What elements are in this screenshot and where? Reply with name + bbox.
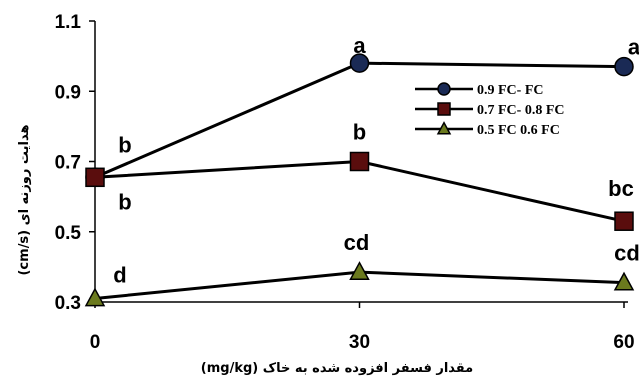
axes: 0.3 0.5 0.7 0.9 1.1 0 30 60 <box>55 12 635 353</box>
data-label: b <box>118 132 131 157</box>
x-tick-label: 60 <box>613 332 634 353</box>
legend-item: 0.7 FC- 0.8 FC <box>415 102 565 118</box>
data-label: a <box>628 35 639 60</box>
x-axis-title: مقدار فسفر افزوده شده به خاک (mg/kg) <box>201 361 473 376</box>
x-tick-label: 0 <box>90 332 101 353</box>
data-label: bc <box>608 176 634 201</box>
y-tick-label: 0.3 <box>55 293 81 314</box>
square-marker <box>349 151 370 172</box>
legend-item: 0.9 FC- FC <box>415 82 544 98</box>
triangle-marker <box>349 261 370 280</box>
legend: 0.9 FC- FC 0.7 FC- 0.8 FC 0.5 FC 0.6 FC <box>415 82 565 138</box>
square-marker <box>85 167 105 188</box>
x-tick-label: 30 <box>349 332 370 353</box>
legend-label: 0.7 FC- 0.8 FC <box>477 103 565 118</box>
circle-marker <box>614 56 634 77</box>
legend-label: 0.9 FC- FC <box>477 83 544 98</box>
y-tick-label: 0.9 <box>55 82 81 103</box>
square-marker <box>614 211 634 231</box>
series <box>84 261 635 307</box>
data-label: b <box>118 189 131 214</box>
triangle-marker <box>436 121 452 135</box>
data-label: b <box>353 120 366 145</box>
circle-marker <box>437 82 451 96</box>
data-label: d <box>113 262 126 287</box>
legend-item: 0.5 FC 0.6 FC <box>415 121 560 138</box>
data-label: cd <box>614 241 639 266</box>
square-marker <box>437 102 451 116</box>
series <box>85 151 634 231</box>
legend-label: 0.5 FC 0.6 FC <box>477 123 560 138</box>
circle-marker <box>349 53 370 73</box>
y-tick-label: 0.7 <box>55 153 81 174</box>
y-axis-title: هدایت روزنه ای (cm/s) <box>17 124 32 275</box>
y-tick-label: 0.5 <box>55 223 82 244</box>
y-tick-label: 1.1 <box>55 12 82 33</box>
point-labels: b a a b b bc d cd cd <box>113 33 639 287</box>
series-layer <box>84 53 635 307</box>
triangle-marker <box>613 271 635 291</box>
data-label: cd <box>344 230 370 255</box>
triangle-marker <box>84 287 106 307</box>
data-label: a <box>353 33 366 58</box>
